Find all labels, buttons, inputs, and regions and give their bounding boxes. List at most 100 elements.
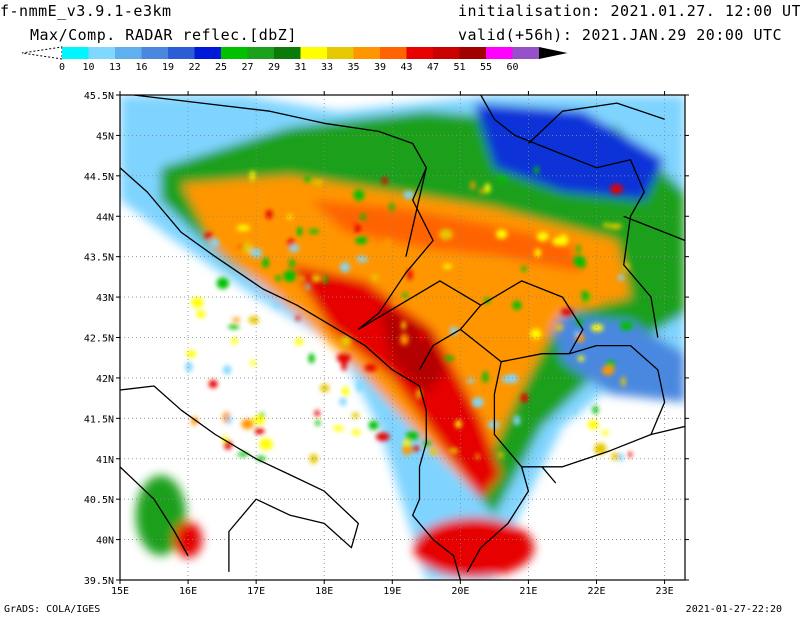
lat-label: 45.5N bbox=[84, 91, 114, 102]
echo-speckle bbox=[475, 453, 480, 460]
colorbar-swatch bbox=[88, 47, 116, 59]
danube-border bbox=[623, 215, 685, 242]
echo-speckle bbox=[497, 452, 505, 458]
croatia-bosnia-border bbox=[133, 95, 434, 330]
lon-label: 16E bbox=[179, 586, 197, 597]
echo-speckle bbox=[222, 365, 232, 375]
echo-speckle bbox=[610, 184, 623, 195]
echo-speckle bbox=[355, 236, 368, 245]
echo-speckle bbox=[320, 383, 330, 393]
echo-speckle bbox=[416, 388, 422, 400]
echo-speckle bbox=[429, 448, 438, 456]
echo-speckle bbox=[533, 166, 540, 175]
adriatic-east-coast bbox=[120, 167, 462, 580]
echo-speckle bbox=[336, 352, 351, 364]
echo-speckle bbox=[308, 229, 320, 234]
echo-speckle bbox=[402, 292, 408, 299]
colorbar-swatch bbox=[168, 47, 195, 59]
colorbar-label: 25 bbox=[215, 62, 227, 73]
colorbar-label: 13 bbox=[109, 62, 121, 73]
echo-speckle bbox=[356, 380, 364, 392]
echo-speckle bbox=[225, 228, 239, 236]
echo-speckle bbox=[402, 445, 412, 456]
echo-speckle bbox=[196, 309, 206, 319]
echo-speckle bbox=[608, 223, 623, 230]
echo-speckle bbox=[405, 431, 419, 441]
albania-east-border bbox=[466, 361, 530, 573]
drina-border bbox=[405, 167, 427, 257]
echo-speckle bbox=[311, 274, 322, 283]
echo-speckle bbox=[250, 248, 262, 258]
echo-speckle bbox=[351, 429, 361, 436]
echo-speckle bbox=[254, 427, 265, 435]
echo-speckle bbox=[259, 438, 273, 451]
colorbar-label: 43 bbox=[400, 62, 412, 73]
echo-speckle bbox=[208, 379, 218, 389]
echo-speckle bbox=[399, 333, 409, 346]
footer-timestamp: 2021-01-27-22:20 bbox=[685, 604, 782, 615]
echo-speckle bbox=[389, 202, 395, 211]
echo-speckle bbox=[467, 378, 475, 384]
echo-speckle bbox=[431, 290, 437, 298]
colorbar-label: 47 bbox=[427, 62, 439, 73]
echo-speckle bbox=[574, 331, 580, 337]
echo-red-south bbox=[413, 517, 534, 578]
colorbar-swatch bbox=[486, 47, 513, 59]
echo-speckle bbox=[534, 248, 542, 258]
colorbar-label: 33 bbox=[321, 62, 333, 73]
echo-speckle bbox=[265, 209, 273, 220]
echo-speckle bbox=[341, 386, 349, 397]
colorbar-swatch bbox=[247, 47, 275, 59]
echo-speckle bbox=[227, 324, 240, 330]
echo-speckle bbox=[407, 269, 413, 281]
colorbar-swatch bbox=[380, 47, 407, 59]
echo-speckle bbox=[242, 242, 253, 254]
echo-speckle bbox=[384, 238, 392, 250]
echo-speckle bbox=[621, 376, 626, 387]
lon-label: 19E bbox=[383, 586, 401, 597]
colorbar: 0 10 13 16 19 22 25 27 29 31 33 35 39 43 47 51 55 60 bbox=[21, 46, 568, 73]
lake-border bbox=[541, 466, 557, 484]
lat-label: 40.5N bbox=[84, 495, 114, 506]
echo-speckle bbox=[295, 315, 301, 321]
echo-speckle bbox=[471, 397, 484, 408]
colorbar-label: 0 bbox=[59, 62, 65, 73]
echo-speckle bbox=[295, 226, 303, 236]
echo-speckle bbox=[455, 420, 462, 428]
echo-speckle bbox=[495, 229, 508, 239]
echo-speckle bbox=[227, 414, 232, 425]
echo-speckle bbox=[250, 359, 256, 367]
colorbar-swatch bbox=[459, 47, 487, 59]
echo-speckle bbox=[620, 321, 633, 331]
echo-speckle bbox=[315, 420, 321, 426]
colorbar-label: 60 bbox=[506, 62, 518, 73]
echo-speckle bbox=[403, 191, 415, 199]
model-title: f-nmmE_v3.9.1-e3km bbox=[0, 2, 172, 20]
echo-speckle bbox=[364, 364, 377, 372]
echo-speckle bbox=[305, 283, 310, 290]
echo-speckle bbox=[530, 328, 542, 340]
colorbar-swatch bbox=[141, 47, 169, 59]
lat-label: 41.5N bbox=[84, 414, 114, 425]
echo-speckle bbox=[601, 430, 610, 436]
echo-speckle bbox=[587, 419, 599, 430]
echo-speckle bbox=[573, 255, 585, 267]
macedonia-border bbox=[521, 344, 666, 468]
echo-speckle bbox=[484, 183, 491, 194]
serbia-east-border bbox=[480, 95, 659, 338]
echo-speckle bbox=[422, 440, 432, 447]
italy-west-coast bbox=[120, 466, 189, 557]
colorbar-swatch bbox=[194, 47, 222, 59]
colorbar-swatch bbox=[406, 47, 434, 59]
echo-speckle bbox=[186, 350, 197, 358]
echo-speckle bbox=[577, 355, 585, 362]
footer-credit: GrADS: COLA/IGES bbox=[4, 604, 101, 615]
colorbar-swatch bbox=[327, 47, 354, 59]
colorbar-swatch bbox=[221, 47, 248, 59]
lon-label: 22E bbox=[587, 586, 605, 597]
echo-speckle bbox=[479, 188, 485, 195]
colorbar-label: 19 bbox=[162, 62, 174, 73]
echo-speckle bbox=[354, 223, 361, 234]
echo-speckle bbox=[496, 175, 507, 183]
